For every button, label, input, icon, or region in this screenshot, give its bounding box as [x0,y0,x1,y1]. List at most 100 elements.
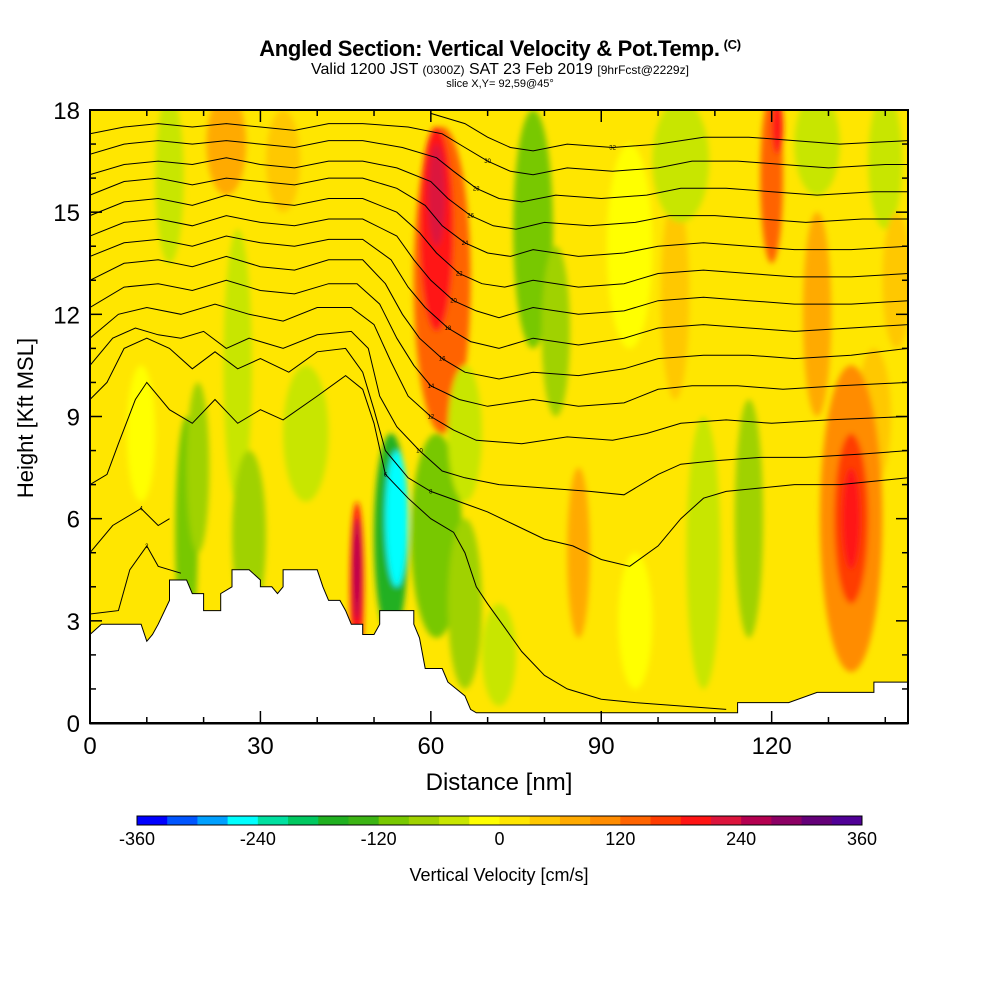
velocity-cell [155,110,184,264]
colorbar: -360 -240 -120 0 120 240 360 [119,815,877,849]
theta-contour-label: 30 [484,159,491,165]
theta-contour-line [90,194,908,288]
colorbar-swatch [378,816,410,825]
y-tick-label: 0 [67,711,80,738]
theta-contour-label: 18 [445,326,452,332]
theta-contour-line [90,327,908,496]
colorbar-swatch [439,816,470,825]
y-axis-label: Height [Kft MSL] [13,338,38,498]
theta-contour-line [90,123,908,176]
velocity-cell [283,365,329,502]
colorbar-swatch [167,816,198,825]
colorbar-swatch [680,816,712,825]
colorbar-tick-label: 120 [605,829,635,849]
theta-contour-label: 10 [416,449,423,455]
velocity-cell [447,518,482,689]
y-tick-label: 12 [53,302,80,329]
velocity-cell [481,603,517,706]
theta-contour-line [90,235,908,349]
x-tick-label: 0 [83,733,96,760]
velocity-cell [606,144,653,349]
colorbar-swatch [408,816,440,825]
colorbar-tick-label: 0 [494,829,504,849]
velocity-cell [186,382,210,553]
velocity-cell [794,110,840,196]
y-tick-label: 15 [53,200,80,227]
colorbar-swatch [590,816,621,825]
velocity-cell [266,110,301,213]
colorbar-swatch [710,816,742,825]
velocity-cell [660,195,690,400]
terrain-mask [89,569,909,725]
colorbar-swatch [348,816,380,825]
colorbar-swatch [771,816,803,825]
theta-contour-line [90,303,908,445]
colorbar-tick-label: -120 [361,829,397,849]
y-tick-label: 6 [67,507,80,534]
velocity-cell [541,246,571,417]
velocity-cell [427,144,446,247]
velocity-cell [223,229,252,502]
colorbar-swatch [620,816,652,825]
copyright-mark: (C) [723,37,741,52]
theta-contour-line [90,157,908,230]
y-tick-label: 9 [67,405,80,432]
colorbar-tick-label: -360 [119,829,155,849]
y-tick-label: 3 [67,609,80,636]
theta-contour-line [430,112,908,152]
velocity-cell [734,399,764,638]
slice-info: slice X,Y= 92,59@45° [446,78,554,90]
velocity-cell [618,552,653,689]
theta-contour-line [90,177,908,257]
velocity-cells [126,110,908,706]
colorbar-frame [136,815,863,826]
colorbar-swatch [257,816,289,825]
theta-contour-label: 2 [145,544,149,550]
velocity-cell [385,450,409,587]
theta-contour-label: 12 [427,415,434,421]
theta-contour-line [90,507,170,554]
velocity-cell [513,110,553,349]
theta-contour-line [90,140,908,203]
colorbar-swatch [227,816,259,825]
colorbar-swatch [650,816,682,825]
colorbar-swatch [801,816,833,825]
theta-contour-label: 6 [384,472,388,478]
theta-contour-label: 22 [456,271,463,277]
x-tick-label: 90 [588,733,615,760]
colorbar-swatch [469,816,500,825]
theta-contour-line [90,544,182,615]
velocity-cell [771,110,784,155]
chart-title: Angled Section: Vertical Velocity & Pot.… [259,36,741,61]
theta-contour-line [90,337,908,567]
theta-contour-label: 16 [439,357,446,363]
theta-contour-label: 4 [139,506,143,512]
colorbar-tick-label: -240 [240,829,276,849]
colorbar-swatch [741,816,772,825]
velocity-cell [206,110,247,196]
velocity-cell [802,212,832,417]
velocity-cell [567,467,590,638]
x-tick-label: 120 [752,733,792,760]
colorbar-swatch [559,816,591,825]
theta-contour-label: 24 [462,241,469,247]
velocity-cell [686,416,721,689]
theta-contour-label: 28 [473,186,480,192]
velocity-cell [447,365,482,502]
theta-contour-line [90,374,727,710]
x-axis-label: Distance [nm] [426,769,573,796]
valid-time-line: Valid 1200 JST (0300Z) SAT 23 Feb 2019 [… [311,61,689,78]
colorbar-swatch [197,816,229,825]
colorbar-swatch [499,816,531,825]
velocity-cell [868,110,903,230]
theta-contour-line [90,279,908,407]
theta-contour-line [90,255,908,380]
colorbar-label: Vertical Velocity [cm/s] [409,865,588,885]
colorbar-swatch [318,816,349,825]
velocity-cell [126,365,156,502]
x-tick-label: 60 [417,733,444,760]
colorbar-swatch [288,816,319,825]
